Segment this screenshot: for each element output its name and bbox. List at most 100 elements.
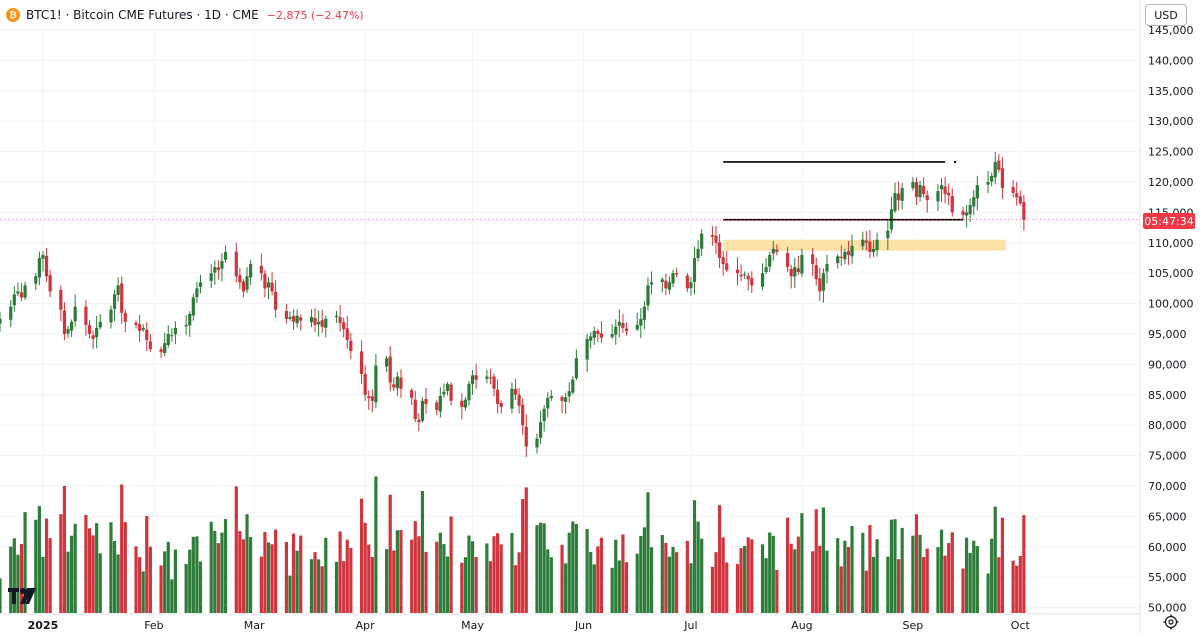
volume-bar xyxy=(943,555,947,613)
volume-bar xyxy=(37,506,41,613)
candle-body xyxy=(299,317,303,321)
candle-body xyxy=(485,376,489,379)
candle-body xyxy=(338,317,342,324)
candle-body xyxy=(496,389,500,404)
volume-bar xyxy=(642,527,646,613)
volume-bar xyxy=(750,539,754,613)
candle-body xyxy=(245,276,249,290)
volume-bar xyxy=(825,550,829,613)
candle-body xyxy=(320,320,324,327)
volume-bar xyxy=(120,484,124,613)
time-axis[interactable]: 2025 Feb Mar Apr May Jun Jul Aug Sep Oct xyxy=(0,613,1140,632)
volume-bar xyxy=(965,537,969,613)
volume-bar xyxy=(925,548,929,613)
candle-body xyxy=(972,197,976,207)
price-tick-label: 145,000 xyxy=(1148,24,1194,37)
volume-bar xyxy=(413,521,417,613)
candle-body xyxy=(739,274,743,277)
candle-body xyxy=(685,275,689,289)
candle-body xyxy=(499,403,503,407)
zone-layer xyxy=(723,239,1006,251)
volume-bar xyxy=(84,514,88,613)
volume-bar xyxy=(689,563,693,613)
volume-bar xyxy=(635,553,639,613)
candle-body xyxy=(445,383,450,392)
volume-bar xyxy=(442,544,446,613)
volume-bar xyxy=(470,541,475,613)
candle-body xyxy=(324,318,328,328)
volume-bar xyxy=(936,547,940,613)
volume-bar xyxy=(374,476,378,613)
candle-body xyxy=(259,265,263,274)
volume-bar xyxy=(922,556,926,613)
volume-bar xyxy=(87,528,92,613)
candle-body xyxy=(513,388,518,395)
volume-bar xyxy=(249,537,253,613)
currency-selector[interactable]: USD xyxy=(1145,4,1187,26)
price-axis[interactable]: 145,000 140,000 135,000 130,000 125,000 120,0… xyxy=(1139,0,1194,633)
line-handle-dot[interactable] xyxy=(953,160,957,164)
candle-body xyxy=(166,334,170,345)
volume-bar xyxy=(460,562,464,613)
candle-body xyxy=(671,273,675,284)
candle-body xyxy=(148,341,152,350)
volume-bar xyxy=(721,537,725,613)
volume-bar xyxy=(488,561,493,613)
candle-body xyxy=(238,275,242,283)
volume-bar xyxy=(44,518,49,613)
symbol-header[interactable]: ₿ BTC1! · Bitcoin CME Futures · 1D · CME… xyxy=(6,6,364,24)
volume-bar xyxy=(492,536,496,613)
time-tick-label: Apr xyxy=(356,619,376,632)
volume-bar xyxy=(220,532,224,613)
candle-body xyxy=(288,316,292,319)
volume-bar xyxy=(59,514,63,613)
candle-body xyxy=(467,383,471,401)
volume-bar xyxy=(166,541,170,613)
volume-bar xyxy=(975,546,979,613)
volume-bar xyxy=(764,558,768,613)
volume-bar xyxy=(270,544,274,613)
candle-body xyxy=(868,241,872,252)
candle-body xyxy=(538,422,543,438)
volume-bar xyxy=(138,557,142,613)
volume-bar xyxy=(474,557,478,613)
gear-icon[interactable] xyxy=(1163,614,1179,630)
volume-bar xyxy=(234,486,238,613)
demand-zone[interactable] xyxy=(723,239,1006,251)
candle-body xyxy=(599,333,604,338)
volume-bar xyxy=(771,535,775,613)
candle-body xyxy=(571,379,575,393)
candle-body xyxy=(309,316,314,323)
candle-body xyxy=(141,327,145,330)
annotation-layer[interactable] xyxy=(0,160,1140,221)
symbol-title[interactable]: BTC1! · Bitcoin CME Futures · 1D · CME xyxy=(26,8,259,22)
volume-bar xyxy=(213,530,217,613)
candle-body xyxy=(911,182,915,189)
tradingview-logo-icon[interactable] xyxy=(8,586,38,606)
volume-bar xyxy=(1011,560,1015,613)
candle-body xyxy=(564,397,568,402)
candle-body xyxy=(19,292,24,298)
volume-bar xyxy=(241,539,246,613)
candle-body xyxy=(549,396,553,399)
volume-bar xyxy=(41,556,45,613)
candle-body xyxy=(624,328,629,331)
volume-bar xyxy=(760,544,765,613)
candle-body xyxy=(70,321,74,331)
candle-body xyxy=(649,282,654,285)
volume-layer xyxy=(0,476,1026,613)
volume-bar xyxy=(961,568,965,613)
volume-bar xyxy=(700,538,704,613)
candle-body xyxy=(639,318,643,326)
volume-bar xyxy=(1015,565,1019,613)
candle-body xyxy=(112,294,117,309)
candle-body xyxy=(893,192,897,212)
volume-bar xyxy=(546,549,550,613)
candle-body xyxy=(843,251,847,260)
candle-body xyxy=(163,343,167,353)
price-tick-label: 140,000 xyxy=(1148,54,1194,67)
volume-bar xyxy=(524,487,528,613)
candle-body xyxy=(589,336,593,341)
